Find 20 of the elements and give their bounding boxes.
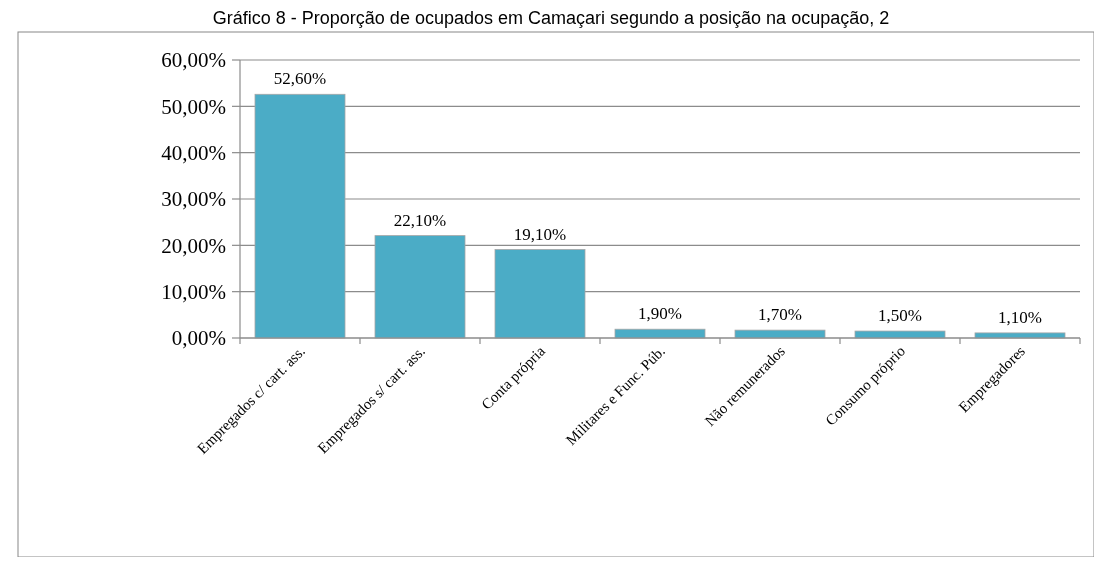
data-label: 1,10% [998, 307, 1042, 327]
data-label: 22,10% [393, 210, 447, 230]
bar [494, 249, 586, 339]
y-tick-label: 20,00% [161, 233, 226, 258]
bar [254, 93, 346, 339]
bar [734, 329, 826, 339]
y-tick-label: 60,00% [161, 48, 226, 73]
data-label: 52,60% [273, 69, 327, 89]
data-label: 1,70% [758, 305, 802, 325]
y-tick-label: 50,00% [161, 94, 226, 119]
y-tick-label: 10,00% [161, 280, 226, 305]
bar [374, 235, 466, 339]
data-label: 19,10% [513, 224, 567, 244]
y-tick-label: 0,00% [171, 326, 226, 351]
y-tick-label: 30,00% [161, 187, 226, 212]
data-label: 1,90% [638, 304, 682, 324]
chart-title: Gráfico 8 - Proporção de ocupados em Camaçari segundo a posição na ocupação, 2 [212, 8, 890, 28]
bar [854, 330, 946, 339]
data-label: 1,50% [878, 306, 922, 326]
y-tick-label: 40,00% [161, 141, 226, 166]
